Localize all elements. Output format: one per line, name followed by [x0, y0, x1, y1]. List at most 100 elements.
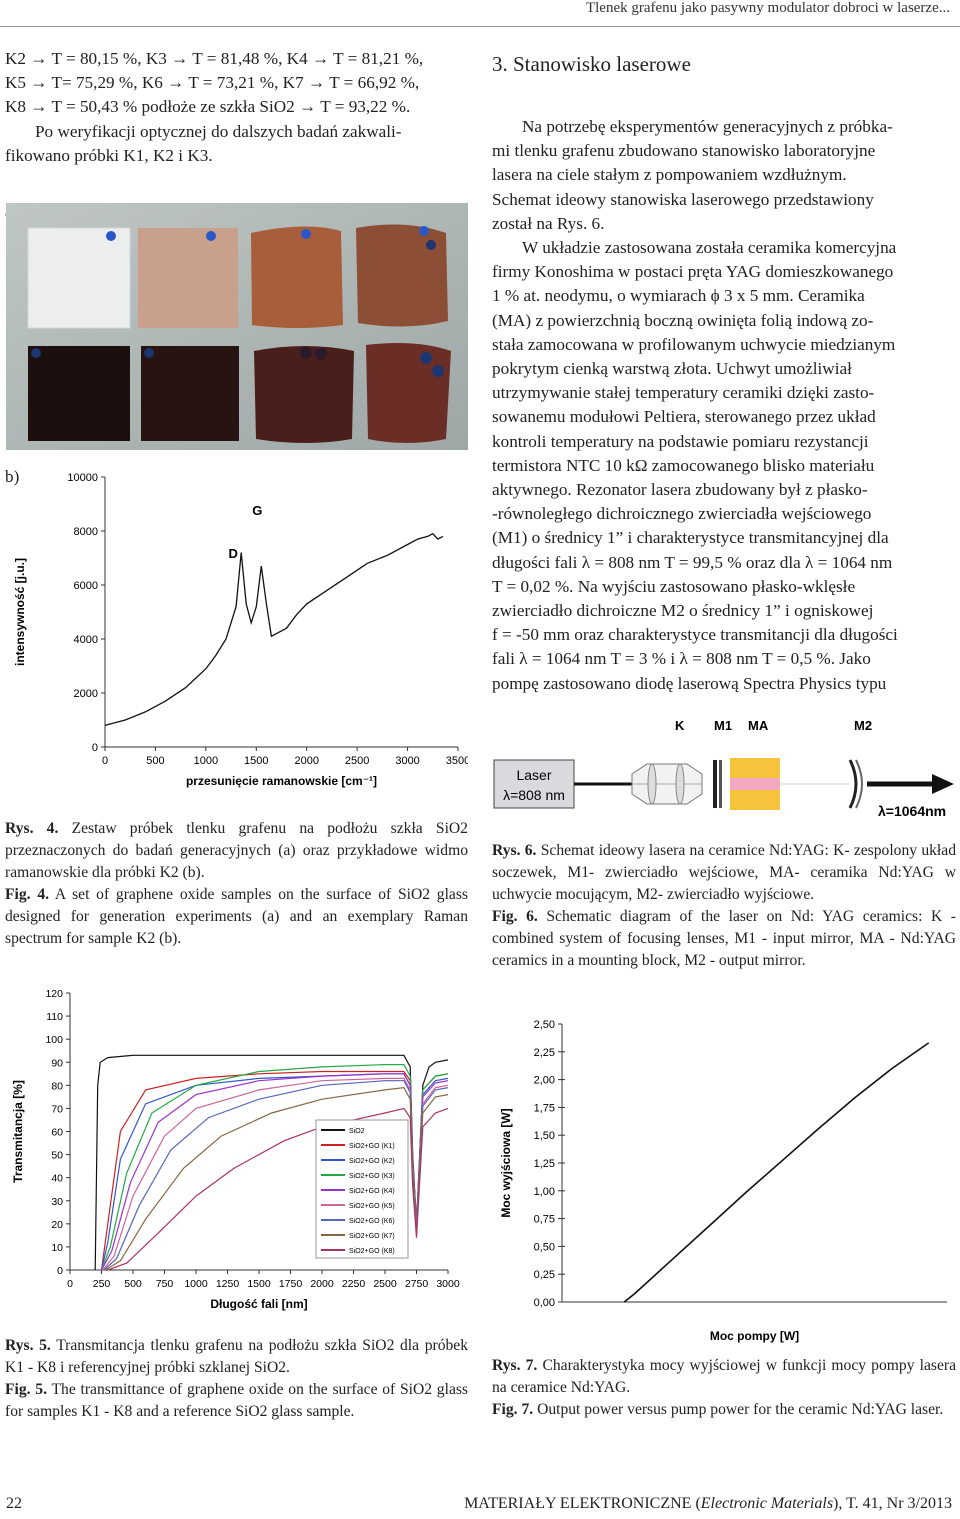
caption-pl: Rys. 5. Transmitancja tlenku grafenu na … — [5, 1335, 468, 1379]
legend-entry: SiO2+GO (K4) — [349, 1188, 395, 1195]
y-tick-label: 0,00 — [534, 1297, 555, 1309]
y-tick-label: 1,50 — [534, 1130, 555, 1142]
sample-tile — [366, 343, 451, 443]
y-axis-label: Moc wyjściowa [W] — [499, 1108, 513, 1217]
caption-label: Fig. 7. — [492, 1401, 534, 1418]
caption-text: Charakterystyka mocy wyjściowej w funkcj… — [492, 1357, 956, 1396]
text-line: f = -50 mm oraz charakterystyce transmit… — [492, 625, 898, 645]
legend-entry: SiO2+GO (K8) — [349, 1248, 395, 1255]
caption-text: Schematic diagram of the laser on Nd: YA… — [492, 908, 956, 969]
x-tick-label: 500 — [124, 1278, 142, 1290]
series-line — [94, 1054, 449, 1271]
fig4-label-b: b) — [5, 467, 20, 486]
x-tick-label: 250 — [93, 1278, 111, 1290]
text-line: (MA) z powierzchnią boczną owinięta foli… — [492, 310, 874, 330]
y-tick-label: 0 — [92, 742, 98, 754]
x-axis-label: Moc pompy [W] — [710, 1329, 799, 1343]
text-line: pompę zastosowano diodę laserową Spectra… — [492, 673, 887, 693]
text-line: (M1) o średnicy 1” i charakterystyce tra… — [492, 528, 889, 548]
text-line: T = 0,02 %. Na wyjściu zastosowano płask… — [492, 576, 856, 596]
laser-label: Laser — [516, 767, 551, 783]
text-line: Na potrzebę eksperymentów generacyjnych … — [522, 117, 893, 136]
x-tick-label: 3000 — [436, 1278, 460, 1290]
label-k: K — [675, 718, 685, 733]
y-tick-label: 10000 — [67, 472, 98, 484]
left-top-text: K2 → T = 80,15 %, K3 → T = 81,48 %, K4 →… — [5, 47, 467, 168]
y-tick-label: 2,50 — [534, 1019, 555, 1031]
caption-label: Fig. 5. — [5, 1381, 48, 1398]
fig7-caption: Rys. 7. Charakterystyka mocy wyjściowej … — [492, 1355, 956, 1421]
text-line: K2 → T = 80,15 %, K3 → T = 81,48 %, K4 →… — [5, 49, 424, 68]
caption-en: Fig. 4. A set of graphene oxide samples … — [5, 884, 468, 950]
section-title: 3. Stanowisko laserowe — [492, 52, 691, 76]
label-ma: MA — [748, 718, 769, 733]
raman-line — [104, 532, 444, 727]
legend-entry: SiO2+GO (K5) — [349, 1203, 395, 1210]
text-line: Schemat ideowy stanowiska laserowego prz… — [492, 189, 874, 209]
laser-source-box: Laser λ=808 nm — [493, 759, 575, 809]
header-rule — [0, 26, 960, 27]
x-tick-label: 2500 — [345, 755, 369, 767]
y-tick-label: 2,25 — [534, 1047, 555, 1059]
fig4-caption: Rys. 4. Zestaw próbek tlenku grafenu na … — [5, 818, 468, 950]
page-number: 22 — [6, 1495, 22, 1512]
y-tick-label: 50 — [51, 1150, 63, 1162]
fig5-caption: Rys. 5. Transmitancja tlenku grafenu na … — [5, 1335, 468, 1423]
y-tick-label: 0,25 — [534, 1269, 555, 1281]
caption-text: Transmitancja tlenku grafenu na podłożu … — [5, 1337, 469, 1376]
laser-wavelength: λ=808 nm — [503, 787, 565, 803]
x-tick-label: 0 — [67, 1278, 73, 1290]
x-tick-label: 750 — [156, 1278, 174, 1290]
y-tick-label: 1,00 — [534, 1186, 555, 1198]
y-tick-label: 10 — [51, 1242, 63, 1254]
text-line: został na Rys. 6. — [492, 213, 605, 233]
peak-label: D — [228, 546, 237, 561]
x-tick-label: 2000 — [310, 1278, 334, 1290]
text-line: K5 → T= 75,29 %, K6 → T = 73,21 %, K7 → … — [5, 73, 420, 93]
caption-en: Fig. 6. Schematic diagram of the laser o… — [492, 906, 956, 972]
running-header: Tlenek grafenu jako pasywny modulator do… — [585, 0, 950, 16]
caption-text: The transmittance of graphene oxide on t… — [5, 1381, 468, 1420]
laser-diagram: K M1 MA M2 Laser λ=808 nm λ=1064nm — [493, 718, 954, 819]
caption-text: Output power versus pump power for the c… — [537, 1401, 944, 1418]
sample-tile — [138, 228, 238, 328]
text-line: termistora NTC 10 kΩ zamocowanego blisko… — [492, 455, 875, 475]
peak-label: G — [252, 503, 262, 518]
caption-text: Schemat ideowy lasera na ceramice Nd:YAG… — [492, 842, 956, 903]
y-tick-label: 90 — [51, 1057, 63, 1069]
x-tick-label: 1250 — [216, 1278, 240, 1290]
legend: SiO2 SiO2+GO (K1) SiO2+GO (K2) SiO2+GO (K3)… — [315, 1119, 409, 1259]
y-tick-label: 30 — [51, 1196, 63, 1208]
y-tick-label: 0,50 — [534, 1241, 555, 1253]
y-tick-label: 20 — [51, 1219, 63, 1231]
caption-en: Fig. 5. The transmittance of graphene ox… — [5, 1379, 468, 1423]
y-tick-label: 1,25 — [534, 1158, 555, 1170]
x-tick-label: 1000 — [184, 1278, 208, 1290]
sample-tile — [141, 346, 239, 441]
legend-entry: SiO2 — [349, 1128, 365, 1135]
sample-tile — [27, 227, 131, 329]
x-axis-label: Długość fali [nm] — [210, 1297, 307, 1311]
x-tick-label: 2000 — [294, 755, 318, 767]
y-tick-label: 6000 — [74, 580, 98, 592]
x-tick-label: 1750 — [279, 1278, 303, 1290]
y-tick-label: 2,00 — [534, 1075, 555, 1087]
sample-tile — [251, 226, 343, 328]
y-tick-label: 100 — [45, 1034, 63, 1046]
output-arrow — [932, 774, 954, 794]
text-line: zwierciadło dichroiczne M2 o średnicy 1”… — [492, 601, 874, 621]
journal-name-en: Electronic Materials — [700, 1495, 834, 1512]
text-line: 1 % at. neodymu, o wymiarach ϕ 3 x 5 mm.… — [492, 286, 865, 306]
sample-tile — [254, 346, 354, 443]
caption-label: Rys. 4. — [5, 820, 59, 837]
x-axis-label: przesunięcie ramanowskie [cm⁻¹] — [186, 774, 377, 788]
y-tick-label: 60 — [51, 1127, 63, 1139]
x-tick-label: 2750 — [405, 1278, 429, 1290]
caption-label: Fig. 6. — [492, 908, 538, 925]
journal-volume: ), T. 41, Nr 3/2013 — [833, 1495, 952, 1512]
y-tick-label: 0,75 — [534, 1214, 555, 1226]
y-tick-label: 120 — [45, 988, 63, 1000]
text-line: kontroli temperatury na podstawie pomiar… — [492, 431, 869, 451]
y-tick-label: 1,75 — [534, 1102, 555, 1114]
legend-entry: SiO2+GO (K6) — [349, 1218, 395, 1225]
